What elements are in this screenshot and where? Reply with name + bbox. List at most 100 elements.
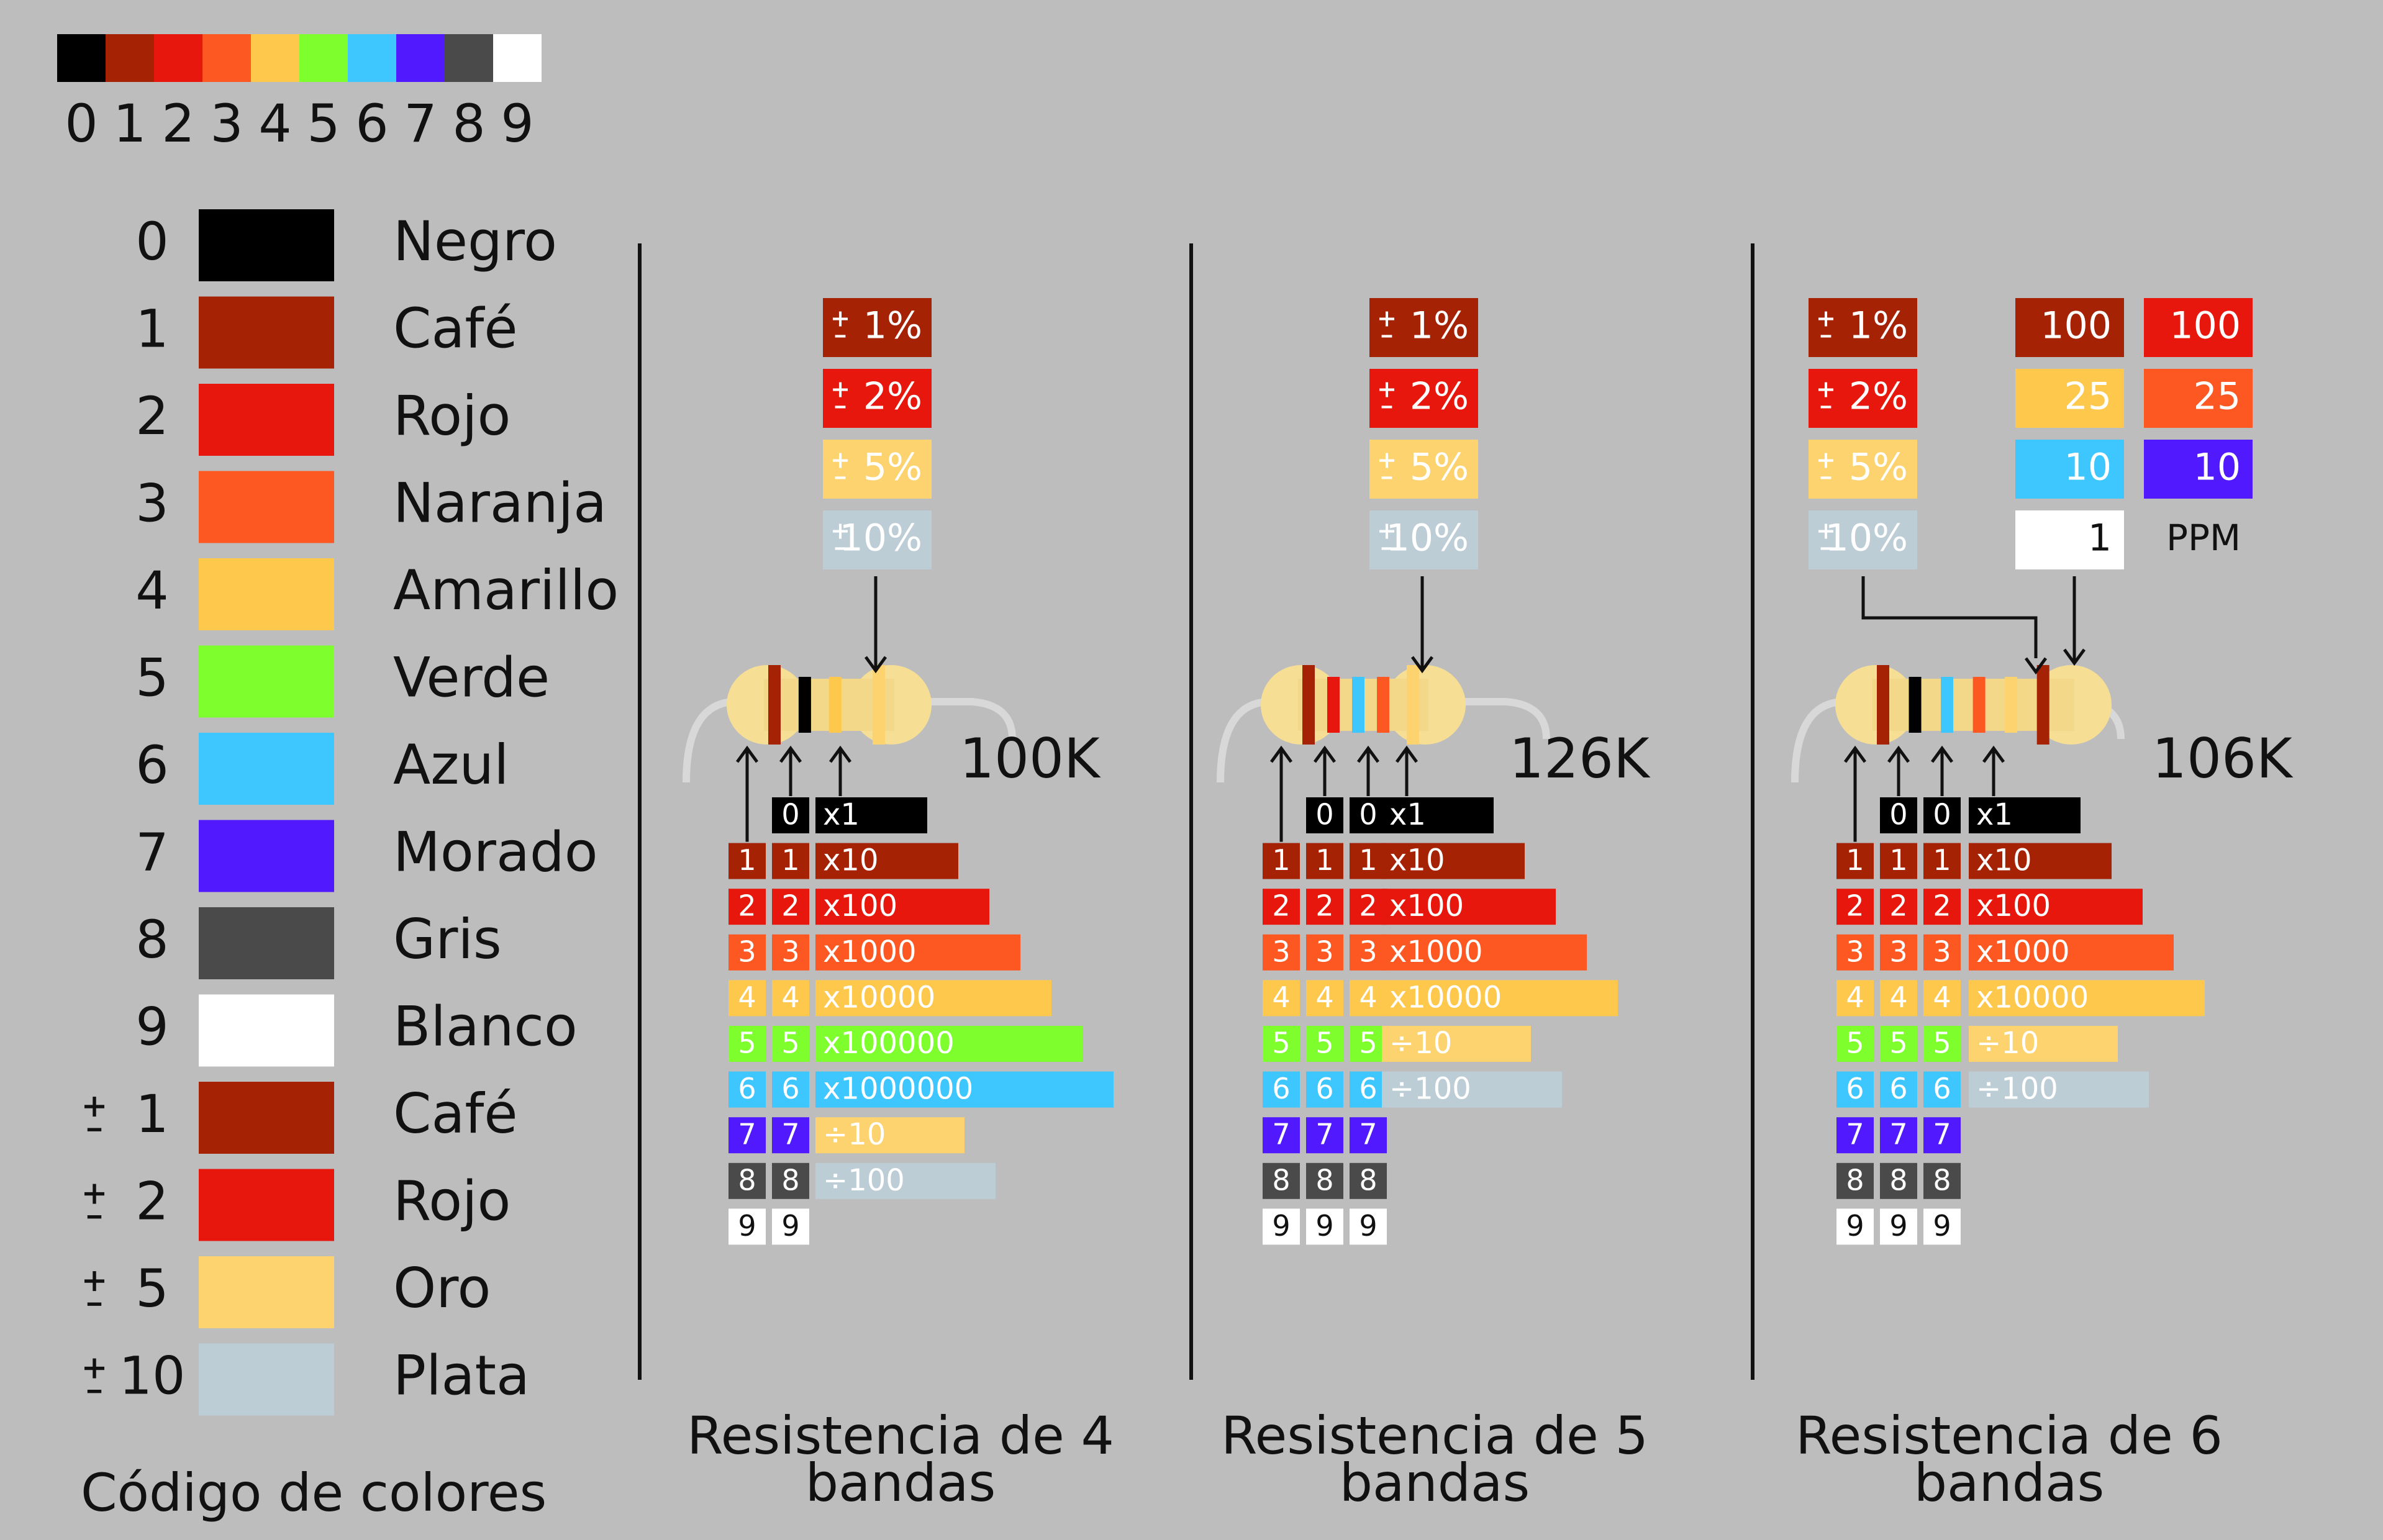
digit-swatch: [1306, 1117, 1343, 1154]
digit-label: 0: [1359, 798, 1377, 831]
multiplier-label: ÷100: [823, 1163, 905, 1198]
arrow-head: [1982, 745, 2005, 763]
arrow-down: [1410, 576, 1434, 674]
legend-row: 4 Amarillo: [135, 558, 619, 630]
multiplier-bar: x10: [1969, 843, 2112, 879]
tolerance-box: 2%: [823, 369, 932, 428]
digit-cell: 9: [729, 1208, 766, 1245]
digit-label: 4: [1933, 981, 1951, 1014]
multiplier-label: ÷10: [823, 1117, 886, 1152]
multiplier-bar: x1000000: [815, 1071, 1114, 1108]
digit-cell: 1: [1880, 843, 1917, 879]
digit-label: 1: [738, 843, 756, 877]
ppm-value: 10: [2194, 446, 2241, 489]
digit-swatch: [1880, 843, 1917, 879]
digit-label: 6: [1272, 1072, 1290, 1105]
digit-label: 9: [781, 1209, 799, 1243]
tolerance-swatch: [1369, 298, 1478, 357]
resistor: [727, 665, 932, 745]
legend-swatch: [199, 645, 334, 718]
multiplier-label: x1: [1976, 797, 2013, 832]
arrow-head: [779, 745, 802, 763]
arrow-head: [1356, 745, 1380, 763]
multiplier-swatch: [815, 889, 989, 925]
resistance-value: 106K: [2152, 727, 2294, 790]
resistor-band: [1909, 677, 1922, 733]
plus-minus-icon: [1818, 523, 1833, 550]
strip-swatch-4: [251, 34, 299, 82]
digit-label: 9: [738, 1209, 756, 1243]
legend-name: Café: [393, 296, 518, 360]
resistor-band: [1377, 677, 1389, 733]
legend-swatch: [199, 1082, 334, 1154]
multiplier-label: x100: [1976, 889, 2051, 923]
multiplier-bar: x100: [1969, 889, 2143, 925]
digit-label: 4: [1846, 981, 1864, 1014]
legend-row: 0 Negro: [135, 209, 557, 281]
digit-cell: 5: [1880, 1026, 1917, 1062]
legend-number: 8: [135, 909, 168, 970]
digit-label: 1: [1846, 843, 1864, 877]
plus-minus-icon: [84, 1358, 104, 1393]
digit-label: 2: [1933, 889, 1951, 923]
digit-swatch: [1306, 843, 1343, 879]
digit-cell: 3: [1880, 934, 1917, 971]
multiplier-swatch: [1969, 1071, 2149, 1108]
digit-cell: 6: [1836, 1071, 1874, 1108]
multiplier-label: x1: [1389, 797, 1426, 832]
legend-row: 10 Plata: [84, 1343, 530, 1416]
tolerance-label: 5%: [1849, 446, 1908, 489]
digit-swatch: [772, 889, 809, 925]
tolerance-label: 2%: [863, 375, 922, 419]
tolerance-box: 5%: [823, 440, 932, 499]
digit-cell: 1: [1350, 843, 1387, 879]
resistor-band: [828, 677, 842, 733]
strip-swatch-2: [154, 34, 202, 82]
digit-label: 6: [1889, 1072, 1907, 1105]
digit-label: 5: [738, 1026, 756, 1060]
multiplier-swatch: [1382, 1026, 1531, 1062]
digit-swatch: [729, 980, 766, 1017]
multiplier-swatch: [815, 1026, 1083, 1062]
legend-row: 2 Rojo: [84, 1169, 511, 1241]
tolerance-label: 1%: [863, 304, 922, 348]
tolerance-label: 5%: [863, 446, 922, 489]
resistor-band: [1352, 677, 1364, 733]
multiplier-bars: x1 x10 x100 x1000 x10000 x100000 x1000000 ÷10 ÷1…: [815, 745, 1114, 1199]
digit-label: 1: [1889, 843, 1907, 877]
digit-cell: 1: [772, 843, 809, 879]
digit-label: 8: [1272, 1163, 1290, 1197]
legend-name: Plata: [393, 1343, 530, 1407]
digit-label: 4: [781, 981, 799, 1014]
tolerance-boxes: 1% 2% 5% 10%: [1809, 298, 1917, 569]
arrow-head: [1843, 745, 1867, 763]
digit-cell: 7: [1263, 1117, 1300, 1154]
digit-label: 6: [1359, 1072, 1377, 1105]
tolerance-label: 10%: [840, 517, 922, 560]
digit-cell: 3: [1350, 934, 1387, 971]
multiplier-bar: ÷100: [815, 1162, 996, 1199]
digit-cell: 6: [1306, 1071, 1343, 1108]
digit-label: 9: [1359, 1209, 1377, 1243]
arrow-head: [2024, 657, 2048, 675]
tolerance-box: 5%: [1369, 440, 1478, 499]
digit-label: 7: [1846, 1118, 1864, 1151]
digit-swatch: [1350, 1117, 1387, 1154]
ppm-cell: 1: [2015, 510, 2124, 569]
legend-name: Café: [393, 1082, 518, 1146]
tolerance-box: 10%: [1809, 510, 1917, 569]
digit-swatch: [1880, 797, 1917, 833]
multiplier-label: x10000: [823, 980, 935, 1015]
multiplier-label: x1000: [1976, 935, 2070, 969]
plus-minus-icon: [1379, 453, 1394, 479]
strip-swatch-0: [57, 34, 106, 82]
digit-cell: 6: [1263, 1071, 1300, 1108]
resistor: [1835, 665, 2112, 745]
resistance-value: 100K: [960, 727, 1101, 790]
legend-swatch: [199, 471, 334, 543]
plus-minus-icon: [1818, 453, 1833, 479]
resistor-band: [1941, 677, 1954, 733]
multiplier-label: x1000: [823, 935, 917, 969]
digit-swatch: [1350, 797, 1387, 833]
digit-label: 3: [781, 935, 799, 968]
